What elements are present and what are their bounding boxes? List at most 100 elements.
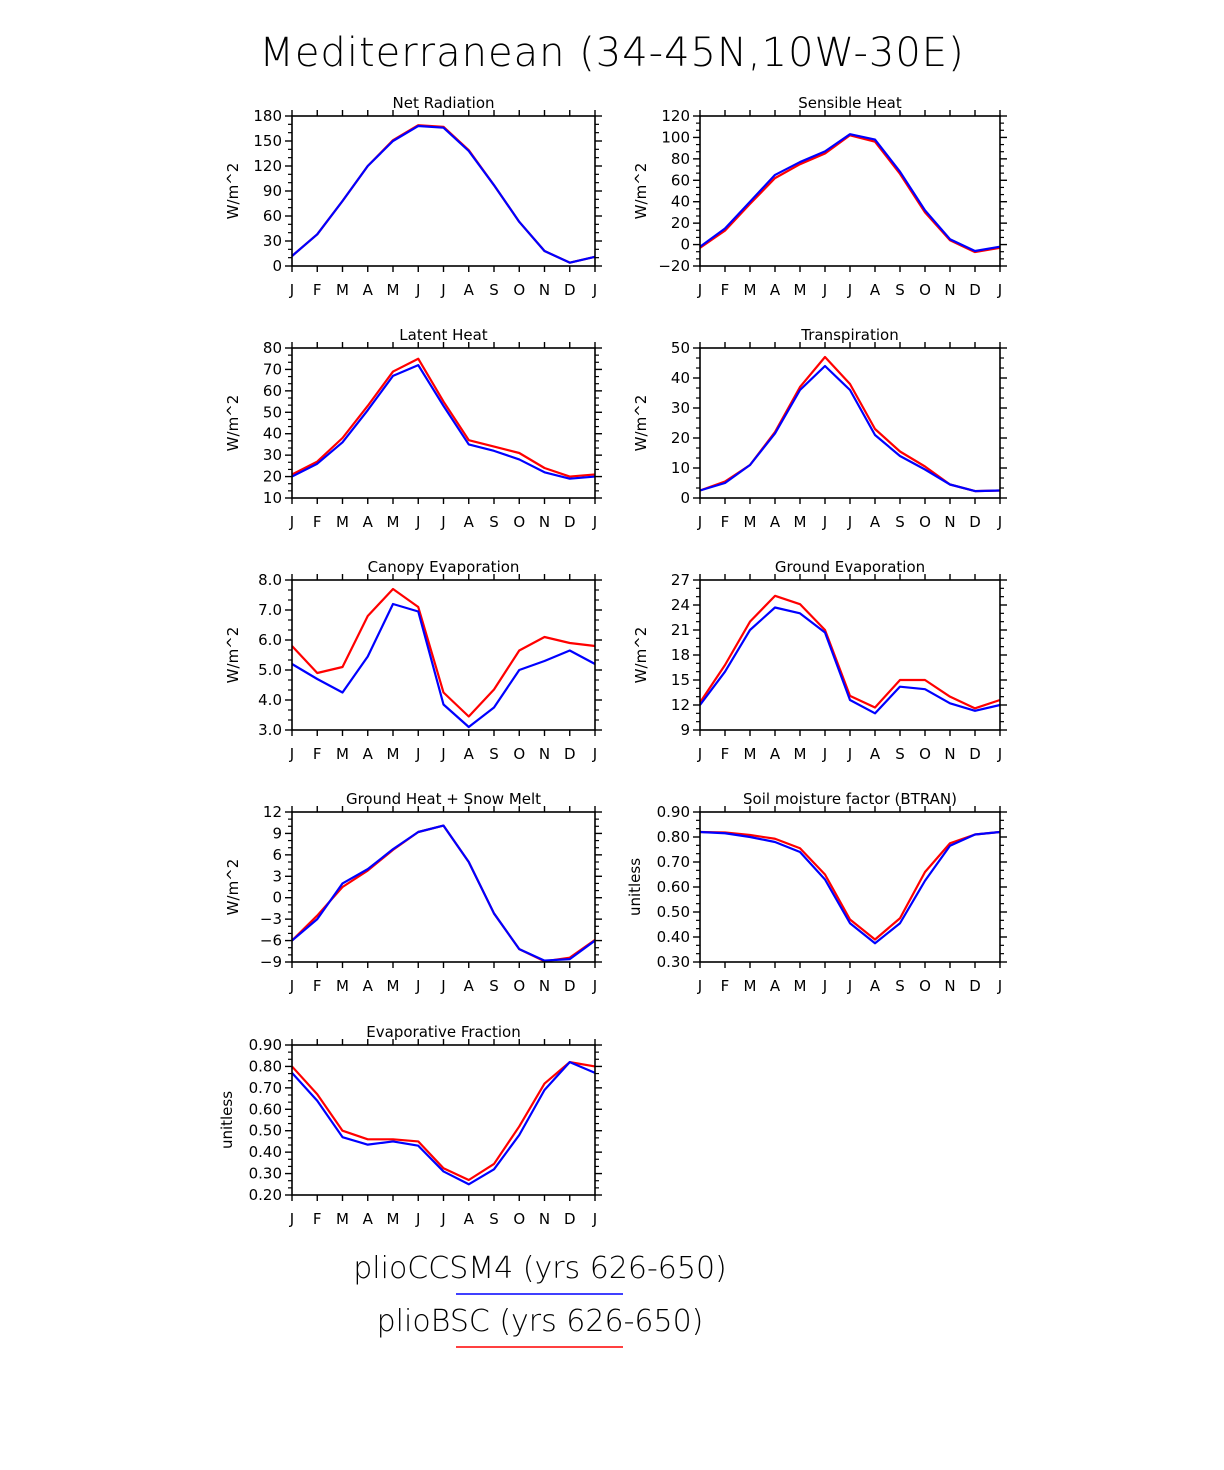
x-tick-label: M xyxy=(387,745,400,763)
panel-title: Soil moisture factor (BTRAN) xyxy=(743,790,957,808)
x-tick-label: O xyxy=(919,977,931,995)
x-tick-label: M xyxy=(744,513,757,531)
x-tick-label: M xyxy=(744,745,757,763)
x-tick-label: J xyxy=(440,977,445,995)
y-tick-label: 40 xyxy=(671,369,690,387)
x-tick-label: A xyxy=(464,281,475,299)
x-tick-label: S xyxy=(489,1210,499,1228)
y-axis-label: W/m^2 xyxy=(224,163,242,220)
y-tick-label: 60 xyxy=(671,171,690,189)
panel-title: Evaporative Fraction xyxy=(366,1023,520,1041)
y-tick-label: 0.40 xyxy=(249,1143,282,1161)
x-tick-label: D xyxy=(564,281,576,299)
x-tick-label: N xyxy=(944,745,955,763)
x-tick-label: J xyxy=(847,281,852,299)
x-tick-label: M xyxy=(744,977,757,995)
x-tick-label: A xyxy=(770,513,781,531)
x-tick-label: J xyxy=(415,281,420,299)
x-tick-label: A xyxy=(464,513,475,531)
x-tick-label: D xyxy=(564,513,576,531)
y-tick-label: 10 xyxy=(671,459,690,477)
y-tick-label: 0 xyxy=(272,889,282,907)
y-tick-label: 80 xyxy=(263,339,282,357)
y-tick-label: 27 xyxy=(671,571,690,589)
y-tick-label: 90 xyxy=(263,182,282,200)
y-tick-label: 30 xyxy=(263,232,282,250)
series-line-pliobsc xyxy=(699,134,1001,254)
x-tick-label: J xyxy=(289,1210,294,1228)
x-tick-label: F xyxy=(313,1210,322,1228)
x-tick-label: J xyxy=(697,513,702,531)
y-tick-label: 0.80 xyxy=(249,1057,282,1075)
series-line-pliocssm4 xyxy=(699,606,1001,715)
x-tick-label: N xyxy=(539,281,550,299)
y-tick-label: 24 xyxy=(671,596,690,614)
x-tick-label: J xyxy=(822,745,827,763)
y-tick-label: 180 xyxy=(253,107,282,125)
x-tick-label: D xyxy=(969,281,981,299)
plot-frame xyxy=(699,579,1001,731)
y-tick-label: 8.0 xyxy=(258,571,282,589)
x-tick-label: F xyxy=(721,977,730,995)
x-tick-label: A xyxy=(464,977,475,995)
y-tick-label: 50 xyxy=(263,403,282,421)
x-tick-label: N xyxy=(539,745,550,763)
legend-label-2: plioBSC (yrs 626-650) xyxy=(377,1304,704,1339)
y-tick-label: 0.30 xyxy=(249,1165,282,1183)
x-tick-label: M xyxy=(794,281,807,299)
y-tick-label: 0.90 xyxy=(657,803,690,821)
x-tick-label: J xyxy=(440,281,445,299)
y-axis-label: unitless xyxy=(626,858,644,916)
y-tick-label: 0.60 xyxy=(657,878,690,896)
x-tick-label: M xyxy=(336,281,349,299)
y-tick-label: 12 xyxy=(263,803,282,821)
x-tick-label: A xyxy=(770,745,781,763)
y-tick-label: 120 xyxy=(253,157,282,175)
y-tick-label: 60 xyxy=(263,382,282,400)
y-tick-label: 0.90 xyxy=(249,1036,282,1054)
x-tick-label: J xyxy=(415,513,420,531)
x-tick-label: J xyxy=(592,977,597,995)
panel-9: J F M A M J J A S O N D J0.200.300.400.500.600.700.8… xyxy=(218,1023,602,1228)
series-line-pliocssm4 xyxy=(291,124,596,264)
y-axis-label: W/m^2 xyxy=(632,163,650,220)
x-tick-label: S xyxy=(895,745,905,763)
legend-label-1: plioCCSM4 (yrs 626-650) xyxy=(353,1251,727,1286)
x-tick-label: O xyxy=(919,513,931,531)
x-tick-label: O xyxy=(513,1210,525,1228)
x-tick-label: D xyxy=(969,513,981,531)
y-tick-label: 3 xyxy=(272,867,282,885)
x-tick-label: M xyxy=(794,513,807,531)
x-tick-label: J xyxy=(697,281,702,299)
panel-title: Latent Heat xyxy=(399,326,488,344)
x-tick-label: J xyxy=(822,281,827,299)
panel-title: Transpiration xyxy=(800,326,898,344)
x-tick-label: D xyxy=(969,745,981,763)
panel-8: J F M A M J J A S O N D J0.300.400.500.600.700.800.9… xyxy=(626,790,1007,995)
x-tick-label: J xyxy=(289,977,294,995)
x-tick-label: J xyxy=(592,281,597,299)
x-tick-label: O xyxy=(513,281,525,299)
series-line-pliocssm4 xyxy=(291,364,596,480)
series-line-pliobsc xyxy=(291,587,596,718)
x-tick-label: N xyxy=(539,977,550,995)
x-tick-label: M xyxy=(794,977,807,995)
x-tick-label: A xyxy=(363,513,374,531)
x-tick-label: J xyxy=(847,745,852,763)
panel-title: Canopy Evaporation xyxy=(368,558,520,576)
series-line-pliocssm4 xyxy=(291,824,596,962)
series-line-pliobsc xyxy=(699,594,1001,710)
x-tick-label: J xyxy=(697,745,702,763)
panel-title: Sensible Heat xyxy=(798,94,902,112)
y-tick-label: 0.20 xyxy=(249,1186,282,1204)
x-tick-label: A xyxy=(770,977,781,995)
legend: plioCCSM4 (yrs 626-650) plioBSC (yrs 626-… xyxy=(353,1251,727,1348)
x-tick-label: A xyxy=(870,513,881,531)
plot-frame xyxy=(291,115,596,267)
y-tick-label: 10 xyxy=(263,489,282,507)
x-tick-label: M xyxy=(744,281,757,299)
